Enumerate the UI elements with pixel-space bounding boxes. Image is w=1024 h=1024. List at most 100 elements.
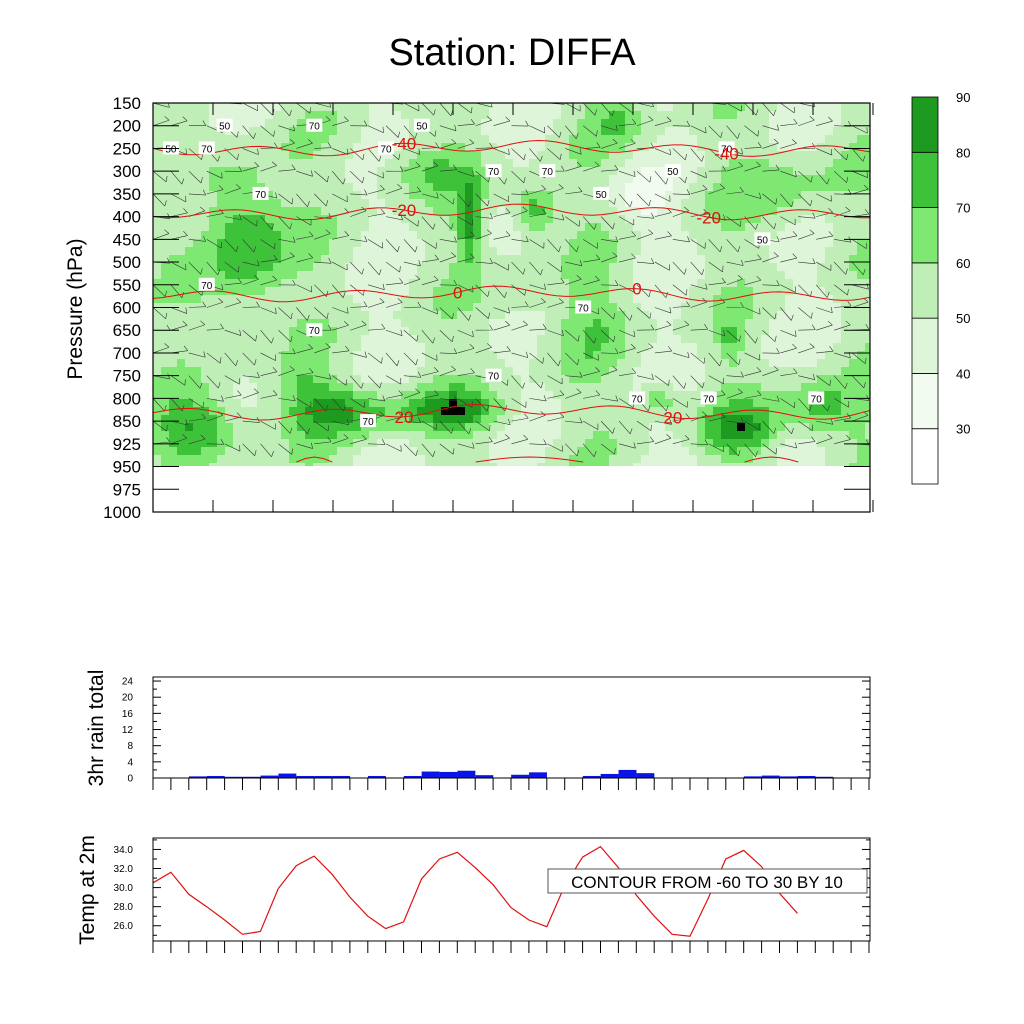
humidity-cell <box>177 175 186 184</box>
humidity-cell <box>289 263 298 272</box>
humidity-cell <box>369 151 378 160</box>
wind-barb <box>744 142 762 149</box>
wind-barb <box>780 253 798 263</box>
humidity-cell <box>817 431 826 440</box>
humidity-cell <box>809 431 818 440</box>
humidity-cell <box>801 175 810 184</box>
humidity-cell <box>289 359 298 368</box>
humidity-cell <box>489 103 498 112</box>
humidity-cell <box>409 199 418 208</box>
humidity-cell <box>201 175 210 184</box>
humidity-cell <box>689 311 698 320</box>
humidity-cell <box>521 271 530 280</box>
humidity-cell <box>193 287 202 296</box>
humidity-cell <box>153 111 162 120</box>
humidity-cell <box>665 271 674 280</box>
humidity-cell <box>689 215 698 224</box>
humidity-cell <box>753 311 762 320</box>
humidity-cell <box>321 159 330 168</box>
humidity-cell <box>201 327 210 336</box>
humidity-cell <box>609 351 618 360</box>
humidity-cell <box>233 223 242 232</box>
humidity-cell <box>441 367 450 376</box>
humidity-cell <box>537 111 546 120</box>
humidity-cell <box>737 439 746 448</box>
humidity-cell <box>641 151 650 160</box>
humidity-cell <box>569 143 578 152</box>
humidity-cell <box>161 135 170 144</box>
humidity-cell <box>537 439 546 448</box>
wind-barb <box>798 343 815 354</box>
humidity-cell <box>209 159 218 168</box>
humidity-cell <box>177 103 186 112</box>
humidity-cell <box>225 143 234 152</box>
humidity-cell <box>393 367 402 376</box>
humidity-cell <box>665 159 674 168</box>
humidity-cell <box>593 359 602 368</box>
humidity-cell <box>265 455 274 464</box>
humidity-cell <box>473 287 482 296</box>
humidity-cell <box>385 199 394 208</box>
humidity-cell <box>225 431 234 440</box>
humidity-cell <box>265 127 274 136</box>
humidity-cell <box>489 135 498 144</box>
humidity-cell <box>449 231 458 240</box>
humidity-cell <box>833 399 842 408</box>
humidity-cell <box>545 223 554 232</box>
humidity-cell <box>777 455 786 464</box>
humidity-cell <box>161 455 170 464</box>
humidity-cell <box>185 391 194 400</box>
humidity-cell <box>761 175 770 184</box>
humidity-cell <box>849 287 858 296</box>
humidity-cell <box>809 247 818 256</box>
humidity-cell <box>553 127 562 136</box>
humidity-cell <box>857 135 866 144</box>
humidity-cell <box>209 351 218 360</box>
humidity-cell <box>361 159 370 168</box>
wind-barb <box>278 193 294 205</box>
humidity-cell <box>785 183 794 192</box>
humidity-cell <box>369 271 378 280</box>
humidity-cell <box>817 327 826 336</box>
humidity-cell <box>769 191 778 200</box>
humidity-cell <box>185 223 194 232</box>
humidity-cell <box>625 423 634 432</box>
humidity-cell <box>705 119 714 128</box>
humidity-cell <box>689 167 698 176</box>
humidity-cell <box>465 191 474 200</box>
humidity-cell <box>529 279 538 288</box>
wind-barb <box>601 279 619 286</box>
humidity-cell <box>505 351 514 360</box>
humidity-cell <box>737 207 746 216</box>
humidity-cell <box>657 287 666 296</box>
humidity-cell <box>441 127 450 136</box>
wind-barb <box>170 261 187 271</box>
humidity-cell <box>665 247 674 256</box>
humidity-cell <box>833 231 842 240</box>
humidity-cell <box>721 439 730 448</box>
wind-barb <box>654 284 669 298</box>
humidity-cell <box>705 263 714 272</box>
humidity-cell <box>793 223 802 232</box>
humidity-cell <box>697 255 706 264</box>
humidity-cell <box>801 351 810 360</box>
humidity-cell <box>617 455 626 464</box>
humidity-cell <box>489 111 498 120</box>
humidity-cell <box>425 351 434 360</box>
humidity-cell <box>761 119 770 128</box>
humidity-cell <box>577 351 586 360</box>
humidity-cell <box>457 455 466 464</box>
humidity-cell <box>817 295 826 304</box>
humidity-cell <box>857 199 866 208</box>
humidity-cell <box>233 335 242 344</box>
humidity-cell <box>161 239 170 248</box>
wind-barb <box>565 259 583 267</box>
humidity-cell <box>561 399 570 408</box>
humidity-cell <box>449 151 458 160</box>
humidity-cell <box>569 343 578 352</box>
humidity-cell <box>625 239 634 248</box>
humidity-cell <box>561 327 570 336</box>
contour-label-bg <box>378 141 395 155</box>
humidity-cell <box>193 127 202 136</box>
humidity-cell <box>217 311 226 320</box>
